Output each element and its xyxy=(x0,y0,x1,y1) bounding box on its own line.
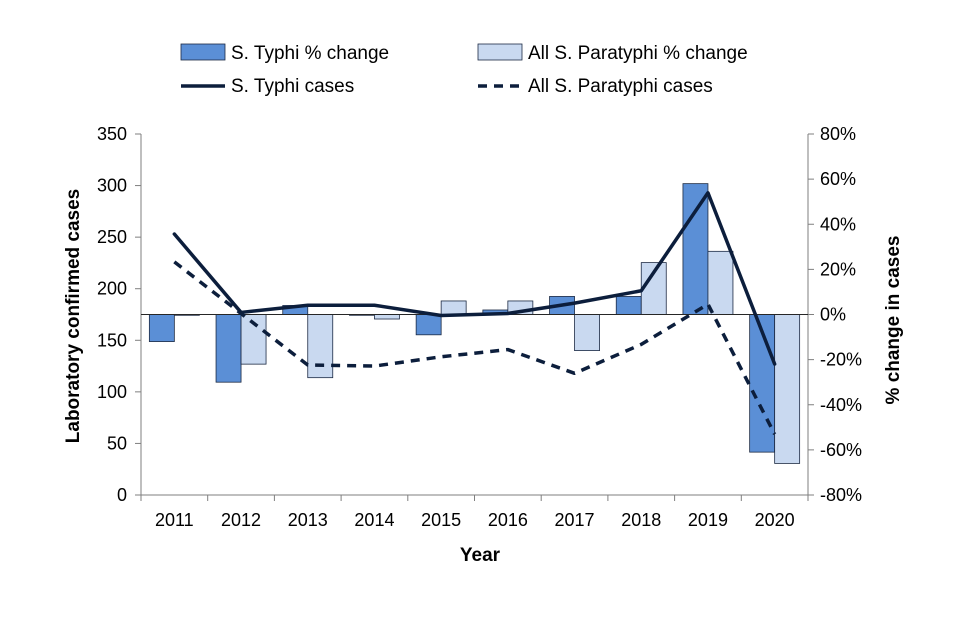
right-tick-label: 0% xyxy=(820,305,846,325)
bar-typhi-2019 xyxy=(682,183,709,315)
left-tick-label: 250 xyxy=(97,227,127,247)
bar-typhi-2015 xyxy=(415,314,442,336)
bar-typhi-2012 xyxy=(215,314,242,383)
right-tick-label: 80% xyxy=(820,124,856,144)
right-tick-label: -20% xyxy=(820,350,862,370)
x-tick-label: 2011 xyxy=(155,510,194,530)
ticks: 0 50 100 150 200 250 300 350 -80% -60% -40% -20% 0% 2… xyxy=(97,124,862,530)
bar-paratyphi-2013 xyxy=(307,314,334,379)
legend-typhi-percent-swatch xyxy=(180,43,226,61)
right-tick-label: 20% xyxy=(820,259,856,279)
x-tick-label: 2019 xyxy=(688,510,728,530)
x-axis-title: Year xyxy=(460,545,501,566)
legend-paratyphi-percent-swatch xyxy=(477,43,523,61)
left-tick-label: 200 xyxy=(97,279,127,299)
left-axis-title: Laboratory confirmed cases xyxy=(63,189,84,443)
x-tick-label: 2016 xyxy=(488,510,528,530)
legend-paratyphi-cases-label: All S. Paratyphi cases xyxy=(528,76,713,97)
left-tick-label: 300 xyxy=(97,176,127,196)
paratyphi-cases-line xyxy=(173,260,777,435)
typhi-cases-line xyxy=(172,191,777,366)
left-tick-label: 50 xyxy=(107,433,127,453)
right-axis-title: % change in cases xyxy=(883,236,904,405)
legend-typhi-percent-label: S. Typhi % change xyxy=(231,43,389,64)
lines xyxy=(172,191,777,435)
legend-typhi-cases-label: S. Typhi cases xyxy=(231,76,354,97)
x-tick-label: 2015 xyxy=(421,510,461,530)
x-tick-label: 2020 xyxy=(755,510,795,530)
left-tick-label: 150 xyxy=(97,330,127,350)
legend: S. Typhi % change All S. Paratyphi % chan… xyxy=(180,43,748,97)
bar-paratyphi-2020 xyxy=(774,314,801,464)
right-tick-label: -80% xyxy=(820,485,862,505)
bars xyxy=(148,183,801,464)
left-tick-label: 100 xyxy=(97,382,127,402)
bar-typhi-2018 xyxy=(615,296,642,315)
x-tick-label: 2017 xyxy=(555,510,595,530)
bar-typhi-2011 xyxy=(148,314,175,342)
left-tick-label: 0 xyxy=(117,485,127,505)
bar-paratyphi-2019 xyxy=(707,250,734,315)
right-tick-label: 40% xyxy=(820,214,856,234)
right-tick-label: -40% xyxy=(820,395,862,415)
bar-paratyphi-2015 xyxy=(440,300,467,315)
x-tick-label: 2018 xyxy=(621,510,661,530)
right-tick-label: -60% xyxy=(820,440,862,460)
bar-paratyphi-2017 xyxy=(574,314,600,351)
legend-paratyphi-percent-label: All S. Paratyphi % change xyxy=(528,43,748,64)
bar-paratyphi-2012 xyxy=(240,314,267,365)
x-tick-label: 2014 xyxy=(354,510,394,530)
left-tick-label: 350 xyxy=(97,124,127,144)
bar-paratyphi-2014 xyxy=(374,314,400,320)
right-tick-label: 60% xyxy=(820,169,856,189)
x-tick-label: 2012 xyxy=(221,510,261,530)
x-tick-label: 2013 xyxy=(288,510,328,530)
